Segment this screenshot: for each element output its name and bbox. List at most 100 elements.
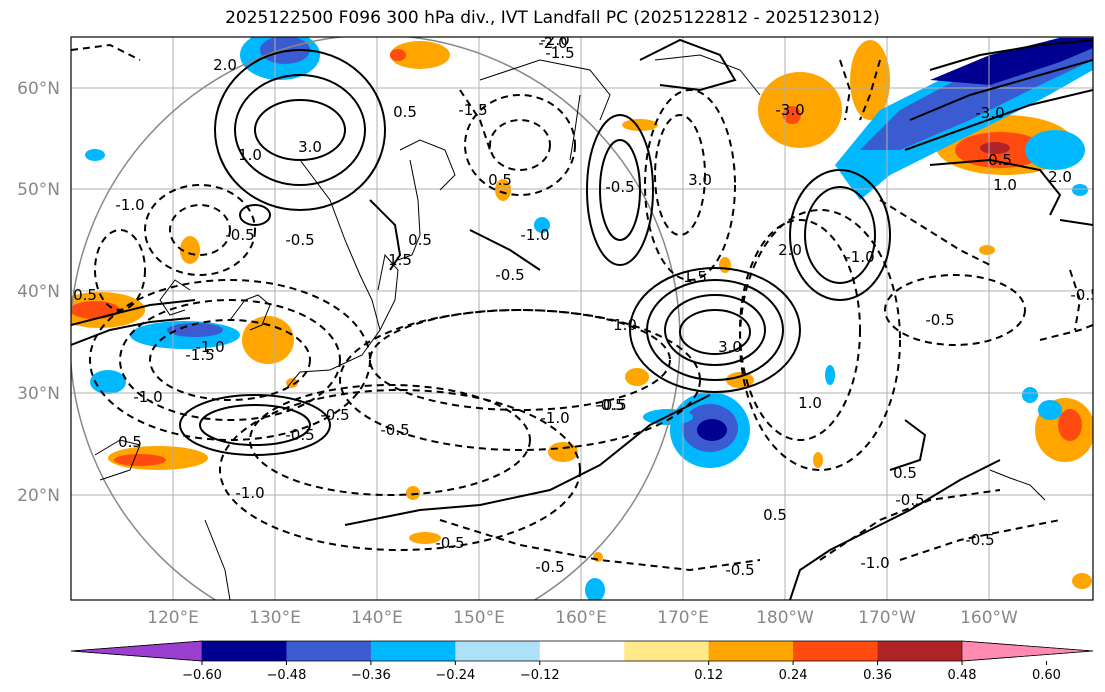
positive-anomaly-patch [390, 49, 406, 61]
contour-label: -1.5 [545, 44, 574, 62]
contour-label: 0.5 [763, 506, 787, 524]
contour-label: -1.0 [133, 388, 162, 406]
contour-label: -0.5 [495, 266, 524, 284]
longitude-label: 150°E [453, 608, 505, 628]
latitude-label: 50°N [17, 180, 60, 200]
longitude-labels: 120°E 130°E 140°E 150°E 160°E 170°E 180°W 170°W… [147, 608, 1018, 628]
contour-label: -1.0 [540, 409, 569, 427]
positive-anomaly-patch [406, 486, 420, 500]
colorbar-tick-label: 0.24 [779, 668, 808, 683]
contour-label: -1.0 [520, 226, 549, 244]
colorbar-extend-high [961, 640, 1094, 662]
contour-label: 3.0 [718, 338, 742, 356]
positive-anomaly-patch [813, 452, 823, 468]
colorbar-swatch [793, 641, 879, 661]
contour-label: -1.5 [185, 346, 214, 364]
negative-anomaly-patch [585, 578, 605, 600]
positive-anomaly-patch [622, 119, 658, 131]
contour-label: -0.5 [595, 396, 624, 414]
map-title: 2025122500 F096 300 hPa div., IVT Landfa… [225, 8, 880, 28]
colorbar-tick-label: −0.48 [267, 668, 307, 683]
contour-label: -3.0 [775, 101, 804, 119]
contour-label: 1.0 [798, 394, 822, 412]
contour-label: 0.5 [988, 151, 1012, 169]
contour-label: 0.5 [73, 286, 97, 304]
colorbar-swatch [370, 641, 456, 661]
contour-label: -2.0 [540, 31, 569, 49]
negative-anomaly-patch [930, 38, 1093, 85]
contour-label: -0.5 [380, 421, 409, 439]
positive-anomaly-patch [242, 316, 294, 364]
contour-label: -1.5 [458, 101, 487, 119]
negative-anomaly-patch [1025, 130, 1085, 170]
positive-anomaly-patch [548, 442, 578, 462]
positive-anomaly-patch [726, 372, 754, 388]
positive-anomaly-patch [1072, 573, 1092, 589]
negative-anomaly-patch [825, 365, 835, 385]
contour-label: 0.5 [393, 103, 417, 121]
longitude-label: 160°E [555, 608, 607, 628]
colorbar-swatch [202, 641, 287, 661]
longitude-label: 160°W [960, 608, 1018, 628]
contour-label: -0.5 [725, 561, 754, 579]
negative-anomaly-patch [534, 217, 550, 233]
positive-anomaly-patch [593, 552, 603, 562]
negative-anomaly-patch [167, 323, 223, 337]
negative-anomaly-patch [90, 370, 126, 394]
contour-label: -0.5 [535, 558, 564, 576]
contour-label: 2.0 [213, 56, 237, 74]
contour-label: -0.5 [285, 231, 314, 249]
longitude-label: 130°E [249, 608, 301, 628]
contour-label: 0.5 [408, 231, 432, 249]
positive-anomaly-patch [719, 257, 731, 273]
positive-anomaly-patch [495, 179, 511, 201]
map-plot-area: 3.02.01.00.5-0.5-1.0-1.51.5-2.03.0-3.00.… [71, 31, 1093, 600]
colorbar-tick-label: −0.36 [351, 668, 391, 683]
contour-label: 0.5 [118, 433, 142, 451]
positive-anomaly-patch [409, 532, 441, 544]
longitude-label: 140°E [351, 608, 403, 628]
contour-label: -2.0 [538, 34, 567, 52]
colorbar-swatch [624, 641, 710, 661]
negative-anomaly-patch [1038, 400, 1062, 420]
longitude-label: 170°E [657, 608, 709, 628]
latitude-label: 30°N [17, 384, 60, 404]
colorbar-swatch [877, 641, 963, 661]
contour-label: 3.0 [298, 138, 322, 156]
contour-label: 0.5 [893, 464, 917, 482]
latitude-label: 60°N [17, 79, 60, 99]
contour-label: 1.0 [613, 316, 637, 334]
contour-label: -1.0 [860, 554, 889, 572]
colorbar-tick-label: 0.60 [1032, 668, 1061, 683]
contour-label: -1.0 [195, 338, 224, 356]
latitude-labels: 60°N 50°N 40°N 30°N 20°N [17, 79, 60, 506]
positive-anomaly-patch [783, 106, 801, 124]
longitude-label: 180°W [756, 608, 814, 628]
colorbar-tick-label: 0.36 [863, 668, 892, 683]
contour-label: -1.0 [115, 196, 144, 214]
colorbar-swatch [708, 641, 794, 661]
contour-label: -0.5 [925, 311, 954, 329]
positive-anomaly-patch [180, 236, 200, 264]
contour-label: -0.5 [605, 178, 634, 196]
coastlines [94, 54, 1046, 600]
positive-contours [71, 38, 1093, 600]
contour-label: -0.5 [285, 426, 314, 444]
positive-anomaly-patch [979, 245, 995, 255]
contour-label: -0.5 [225, 226, 254, 244]
contour-label: -0.5 [597, 396, 626, 414]
positive-anomaly-patch [1058, 409, 1082, 441]
colorbar-swatch [455, 641, 541, 661]
positive-anomaly-patch [758, 72, 842, 148]
negative-anomaly-patch [1022, 387, 1038, 403]
contour-label: -0.5 [320, 406, 349, 424]
contour-label: 0.5 [488, 171, 512, 189]
contour-label: -0.5 [895, 491, 924, 509]
colorbar-tick-label: −0.24 [435, 668, 475, 683]
colorbar-tick-label: 0.48 [948, 668, 977, 683]
contour-label: -0.5 [965, 531, 994, 549]
contour-label: -1.0 [845, 248, 874, 266]
contour-label: -1.0 [235, 484, 264, 502]
contour-label: 2.0 [1048, 168, 1072, 186]
